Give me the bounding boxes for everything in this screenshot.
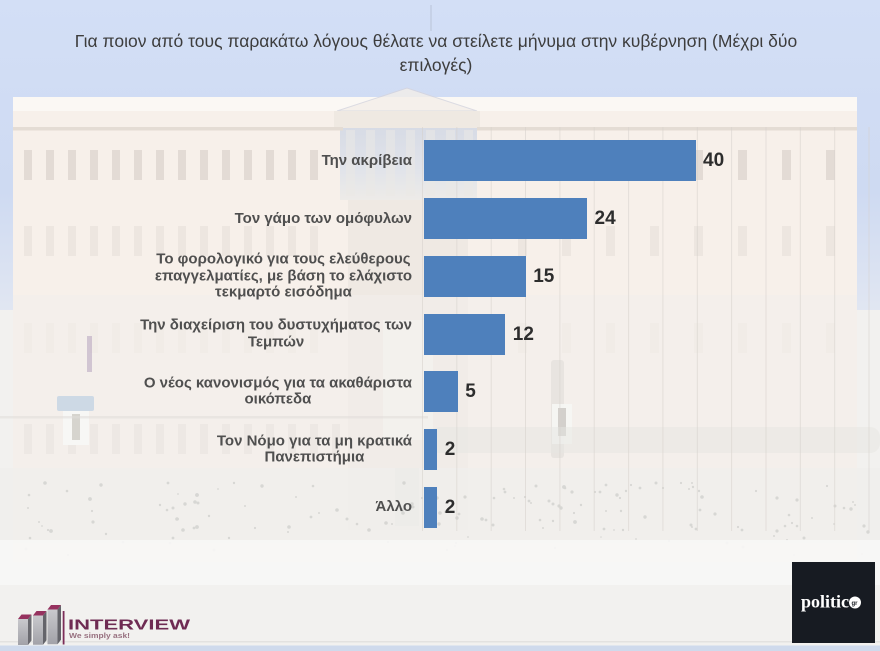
svg-text:gr: gr [852, 601, 859, 607]
svg-text:We simply ask!: We simply ask! [69, 633, 130, 640]
svg-text:politic: politic [801, 592, 849, 612]
svg-text:INTERVIEW: INTERVIEW [68, 617, 191, 634]
